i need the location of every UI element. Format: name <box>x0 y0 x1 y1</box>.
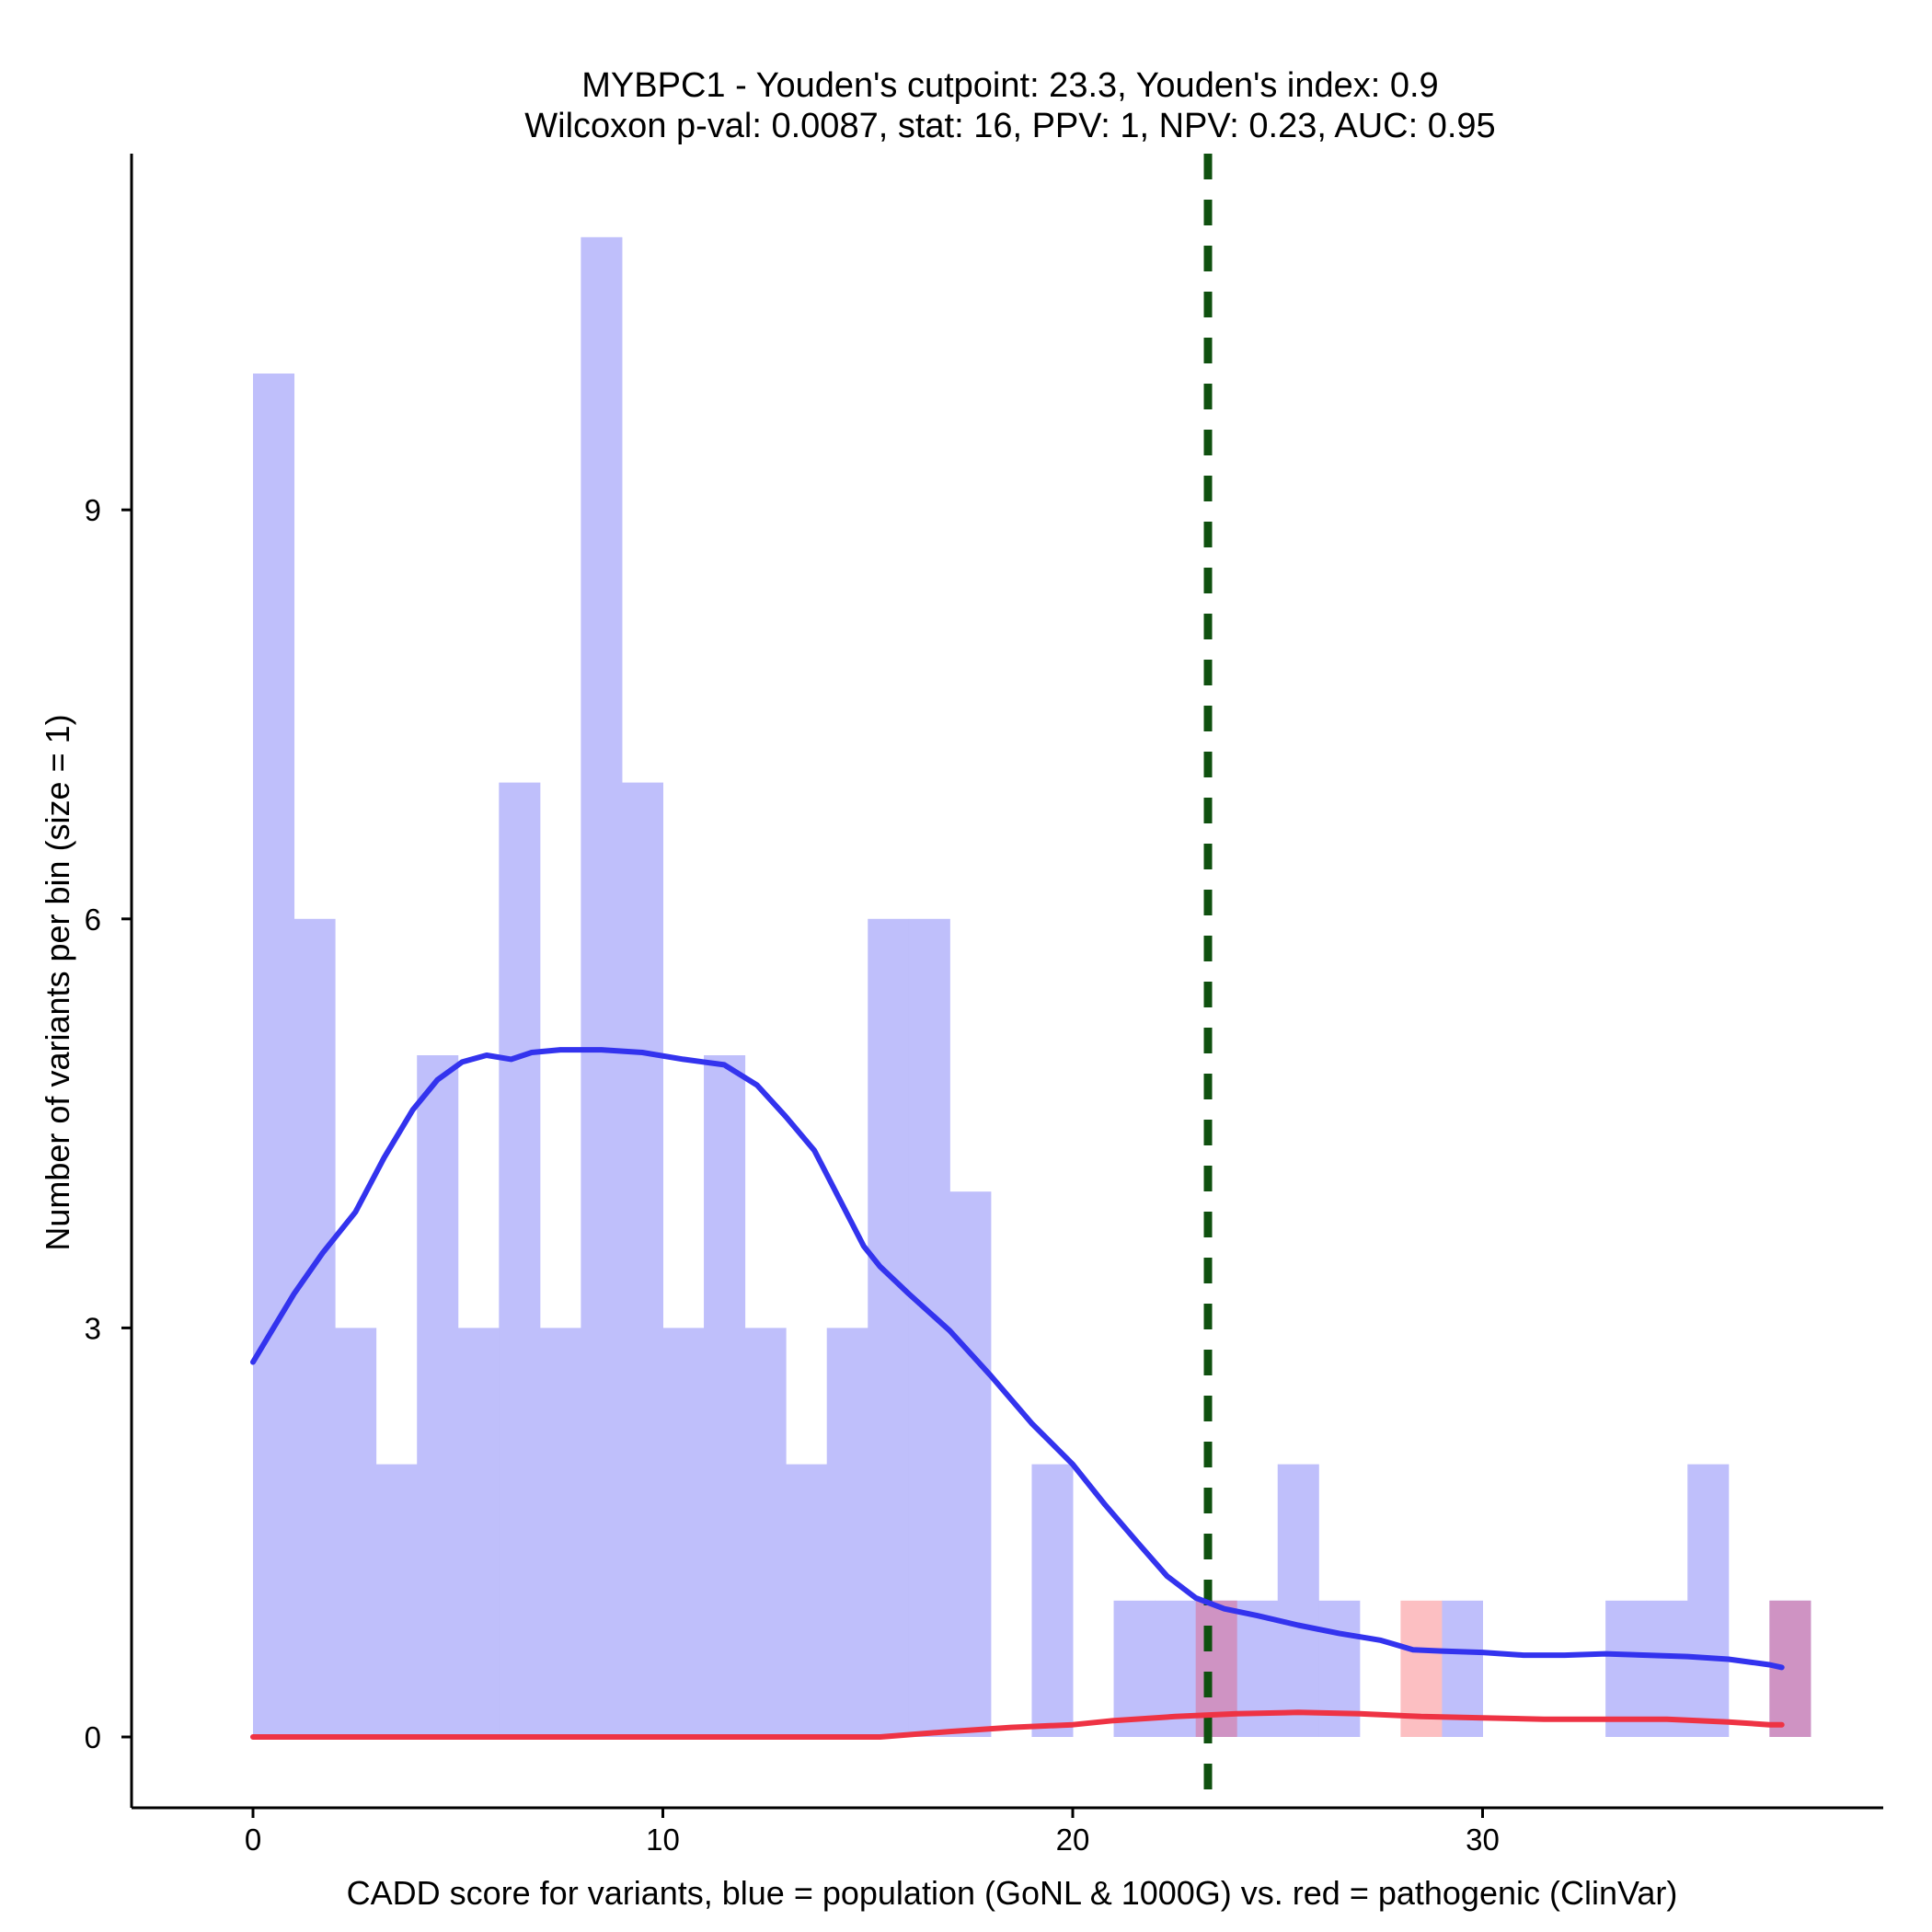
pathogenic-density-line <box>250 1709 1785 1740</box>
population-bar <box>1277 1464 1319 1737</box>
population-bar <box>949 1191 992 1737</box>
y-tick-label: 9 <box>85 493 101 527</box>
population-bar <box>253 374 295 1737</box>
x-tick-label: 30 <box>1466 1823 1500 1857</box>
y-tick-label: 3 <box>85 1311 101 1345</box>
population-bar <box>293 918 336 1737</box>
chart-subtitle: Wilcoxon p-val: 0.0087, stat: 16, PPV: 1… <box>524 107 1495 145</box>
population-density-line <box>250 1047 1785 1671</box>
population-bar <box>1687 1464 1730 1737</box>
y-tick-label: 0 <box>85 1720 101 1754</box>
x-tick-label: 0 <box>245 1823 261 1857</box>
population-bar <box>786 1464 828 1737</box>
x-tick-label: 10 <box>646 1823 680 1857</box>
y-axis-title: Number of variants per bin (size = 1) <box>39 714 76 1250</box>
histogram-bars <box>253 236 1811 1737</box>
population-bar <box>621 782 663 1737</box>
chart-title: MYBPC1 - Youden's cutpoint: 23.3, Youden… <box>581 66 1438 105</box>
population-bar <box>539 1328 581 1737</box>
x-tick-label: 20 <box>1056 1823 1090 1857</box>
population-bar <box>375 1464 418 1737</box>
population-bar <box>457 1328 500 1737</box>
y-tick-label: 6 <box>85 903 101 937</box>
population-bar <box>499 782 541 1737</box>
population-bar <box>662 1328 705 1737</box>
population-bar <box>417 1055 459 1737</box>
population-bar <box>1113 1600 1156 1737</box>
population-bar <box>335 1328 377 1737</box>
population-bar <box>1646 1600 1688 1737</box>
x-axis-title: CADD score for variants, blue = populati… <box>347 1874 1678 1912</box>
population-bar <box>868 918 910 1737</box>
population-bar <box>704 1055 746 1737</box>
density-lines <box>250 1047 1785 1740</box>
population-bar <box>744 1328 787 1737</box>
population-bar <box>1605 1600 1648 1737</box>
population-bar <box>1318 1600 1361 1737</box>
population-bar <box>1441 1600 1483 1737</box>
population-bar <box>581 236 623 1737</box>
population-bar <box>1031 1464 1074 1737</box>
population-bar <box>826 1328 868 1737</box>
axes <box>121 154 1883 1818</box>
tick-labels: 0 10 20 30 0 3 6 9 <box>85 493 1500 1857</box>
